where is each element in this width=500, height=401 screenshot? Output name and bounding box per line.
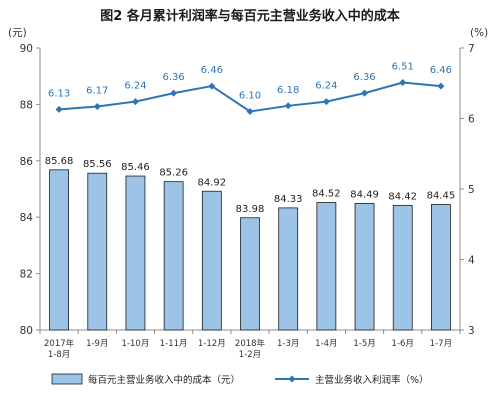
bar-data-label: 84.49: [350, 189, 379, 200]
legend-bar-label: 每百元主营业务收入中的成本（元）: [88, 374, 240, 386]
bar-data-label: 84.45: [427, 191, 456, 202]
line-data-label: 6.10: [239, 90, 261, 101]
bar: [278, 207, 299, 331]
legend: 每百元主营业务收入中的成本（元） 主营业务收入利润率（%）: [51, 373, 429, 386]
line-data-label: 6.24: [124, 81, 146, 92]
legend-bar-swatch: [51, 373, 83, 385]
legend-line-marker: [288, 375, 296, 383]
bar: [316, 202, 337, 331]
bar: [354, 202, 375, 331]
right-axis-unit: (%): [470, 27, 488, 39]
bar-data-label: 85.68: [45, 156, 74, 167]
right-tick-label: 7: [468, 43, 475, 55]
bar-data-label: 84.33: [274, 194, 303, 205]
line-point: [361, 89, 369, 97]
line-point: [93, 103, 101, 111]
x-tick-label: 1-8月: [48, 350, 70, 360]
line-data-label: 6.36: [163, 72, 185, 83]
x-tick-label: 1-4月: [315, 339, 337, 349]
right-tick-label: 3: [468, 325, 475, 337]
line-point: [399, 79, 407, 87]
bar: [49, 169, 69, 331]
x-tick-label: 2018年: [235, 338, 266, 349]
left-tick-label: 90: [20, 43, 33, 55]
bar-data-label: 85.56: [83, 159, 112, 170]
bar-data-label: 84.52: [312, 189, 341, 200]
x-tick-label: 2017年: [44, 338, 75, 349]
right-tick-label: 4: [468, 255, 475, 267]
left-tick-label: 80: [20, 325, 33, 337]
x-tick-label: 1-9月: [86, 339, 108, 349]
legend-line-label: 主营业务收入利润率（%）: [315, 374, 429, 386]
line-point: [246, 107, 254, 115]
x-tick-label: 1-5月: [353, 339, 375, 349]
left-axis-unit: (元): [8, 27, 27, 39]
x-tick-label: 1-11月: [160, 339, 188, 349]
x-tick-label: 1-12月: [198, 339, 226, 349]
line-point: [131, 98, 139, 106]
bar: [87, 172, 108, 331]
line-point: [55, 105, 63, 113]
line-data-label: 6.36: [353, 72, 375, 83]
bar-data-label: 84.92: [197, 177, 226, 188]
bar-data-label: 84.42: [388, 191, 417, 202]
line-data-label: 6.24: [315, 81, 337, 92]
x-tick-label: 1-2月: [239, 350, 261, 360]
line-data-label: 6.17: [86, 86, 108, 97]
line-data-label: 6.13: [48, 88, 70, 99]
left-tick-label: 84: [20, 212, 34, 224]
bar: [163, 181, 184, 331]
bar: [392, 204, 413, 331]
line-data-label: 6.46: [201, 65, 223, 76]
line-point: [437, 82, 445, 90]
line-data-label: 6.46: [430, 65, 452, 76]
chart-title: 图2 各月累计利润率与每百元主营业务收入中的成本: [100, 8, 400, 24]
left-tick-label: 86: [20, 156, 34, 168]
x-tick-label: 1-6月: [392, 339, 414, 349]
line-point: [170, 89, 178, 97]
line-point: [284, 102, 292, 110]
right-tick-label: 5: [468, 184, 475, 196]
x-tick-label: 1-7月: [430, 339, 452, 349]
left-tick-label: 88: [20, 99, 33, 111]
bar: [240, 217, 260, 331]
line-point: [322, 98, 330, 106]
right-tick-label: 6: [468, 114, 475, 126]
line-data-label: 6.18: [277, 85, 299, 96]
bar: [201, 190, 222, 331]
bar: [125, 175, 146, 331]
x-tick-label: 1-3月: [277, 339, 299, 349]
x-tick-label: 1-10月: [122, 339, 150, 349]
bar-data-label: 85.26: [159, 168, 188, 179]
bar-data-label: 85.46: [121, 162, 150, 173]
bar-data-label: 83.98: [236, 204, 265, 215]
line-point: [208, 82, 216, 90]
line-data-label: 6.51: [392, 62, 414, 73]
left-tick-label: 82: [20, 269, 33, 281]
bar: [431, 204, 451, 331]
